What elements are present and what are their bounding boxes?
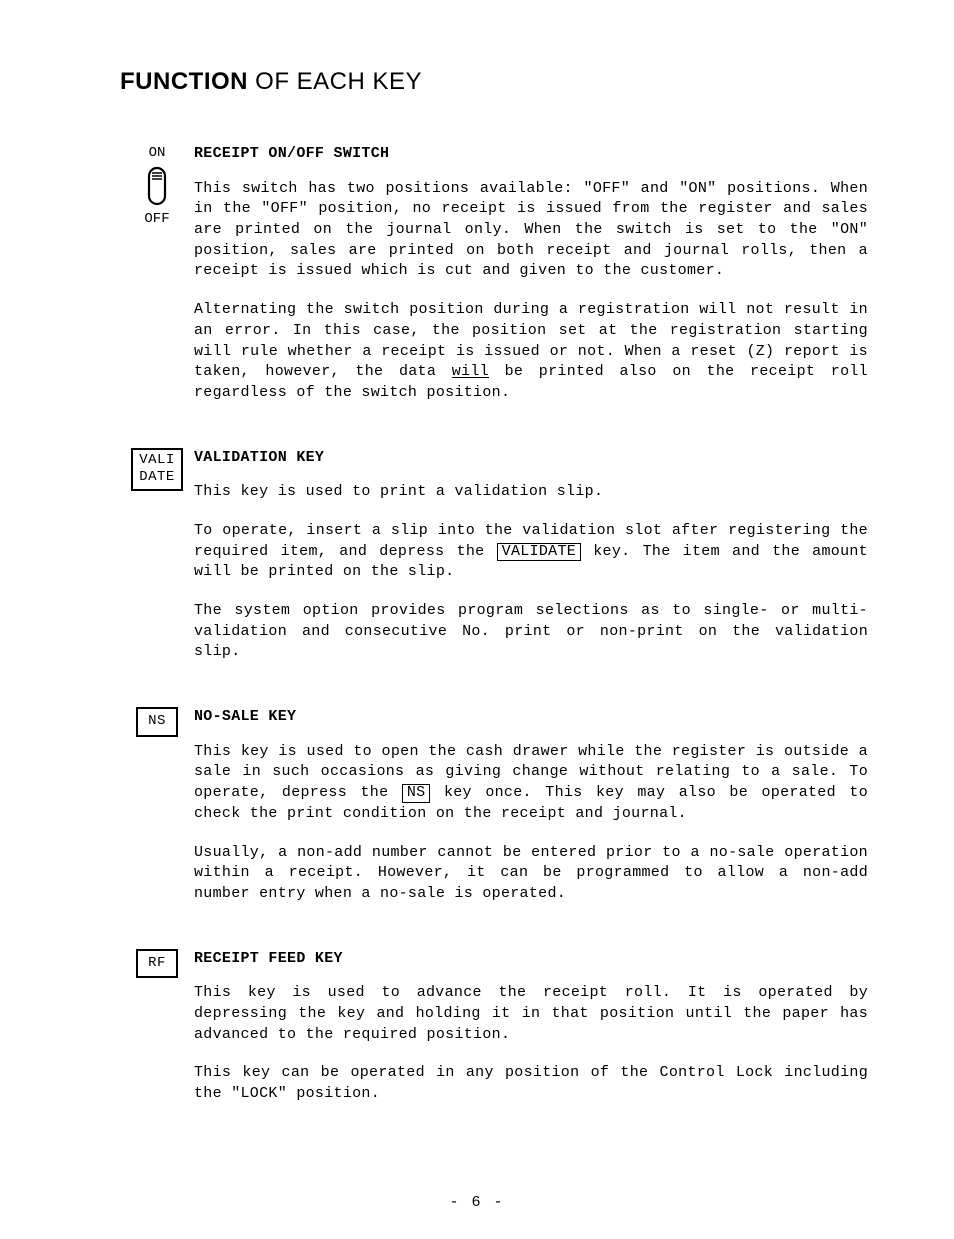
para: This key is used to open the cash drawer… <box>194 742 868 825</box>
key-col-validate: VALIDATE <box>120 448 194 491</box>
key-box-validate: VALIDATE <box>131 448 183 491</box>
key-box-ns: NS <box>136 707 178 737</box>
heading-validation: VALIDATION KEY <box>194 448 868 469</box>
para: This key is used to advance the receipt … <box>194 983 868 1045</box>
section-receipt-feed: RF RECEIPT FEED KEY This key is used to … <box>120 949 868 1105</box>
toggle-switch-icon <box>146 166 168 206</box>
title-thin: OF EACH KEY <box>255 68 422 95</box>
heading-no-sale: NO-SALE KEY <box>194 707 868 728</box>
para: Usually, a non-add number cannot be ente… <box>194 843 868 905</box>
para: To operate, insert a slip into the valid… <box>194 521 868 583</box>
body-no-sale: NO-SALE KEY This key is used to open the… <box>194 707 868 905</box>
inline-key: VALIDATE <box>497 543 581 562</box>
page: FUNCTION OF EACH KEY ON OFF RECEIPT ON/O… <box>0 0 954 1239</box>
heading-receipt-switch: RECEIPT ON/OFF SWITCH <box>194 144 868 165</box>
page-number: - 6 - <box>0 1194 954 1211</box>
body-validation: VALIDATION KEY This key is used to print… <box>194 448 868 664</box>
section-no-sale: NS NO-SALE KEY This key is used to open … <box>120 707 868 905</box>
section-validation: VALIDATE VALIDATION KEY This key is used… <box>120 448 868 664</box>
body-receipt-feed: RECEIPT FEED KEY This key is used to adv… <box>194 949 868 1105</box>
key-box-rf: RF <box>136 949 178 979</box>
para: This switch has two positions available:… <box>194 179 868 282</box>
para: This key can be operated in any position… <box>194 1063 868 1104</box>
switch-label-on: ON <box>149 144 166 162</box>
para: This key is used to print a validation s… <box>194 482 868 503</box>
page-title: FUNCTION OF EACH KEY <box>120 68 868 96</box>
key-col-switch: ON OFF <box>120 144 194 228</box>
title-bold: FUNCTION <box>120 68 255 95</box>
heading-receipt-feed: RECEIPT FEED KEY <box>194 949 868 970</box>
para: Alternating the switch position during a… <box>194 300 868 403</box>
body-receipt-switch: RECEIPT ON/OFF SWITCH This switch has tw… <box>194 144 868 404</box>
underline-text: will <box>452 363 489 380</box>
inline-key: NS <box>402 784 431 803</box>
key-col-ns: NS <box>120 707 194 737</box>
para: The system option provides program selec… <box>194 601 868 663</box>
switch-label-off: OFF <box>144 210 169 228</box>
section-receipt-switch: ON OFF RECEIPT ON/OFF SWITCH This switch… <box>120 144 868 404</box>
key-col-rf: RF <box>120 949 194 979</box>
